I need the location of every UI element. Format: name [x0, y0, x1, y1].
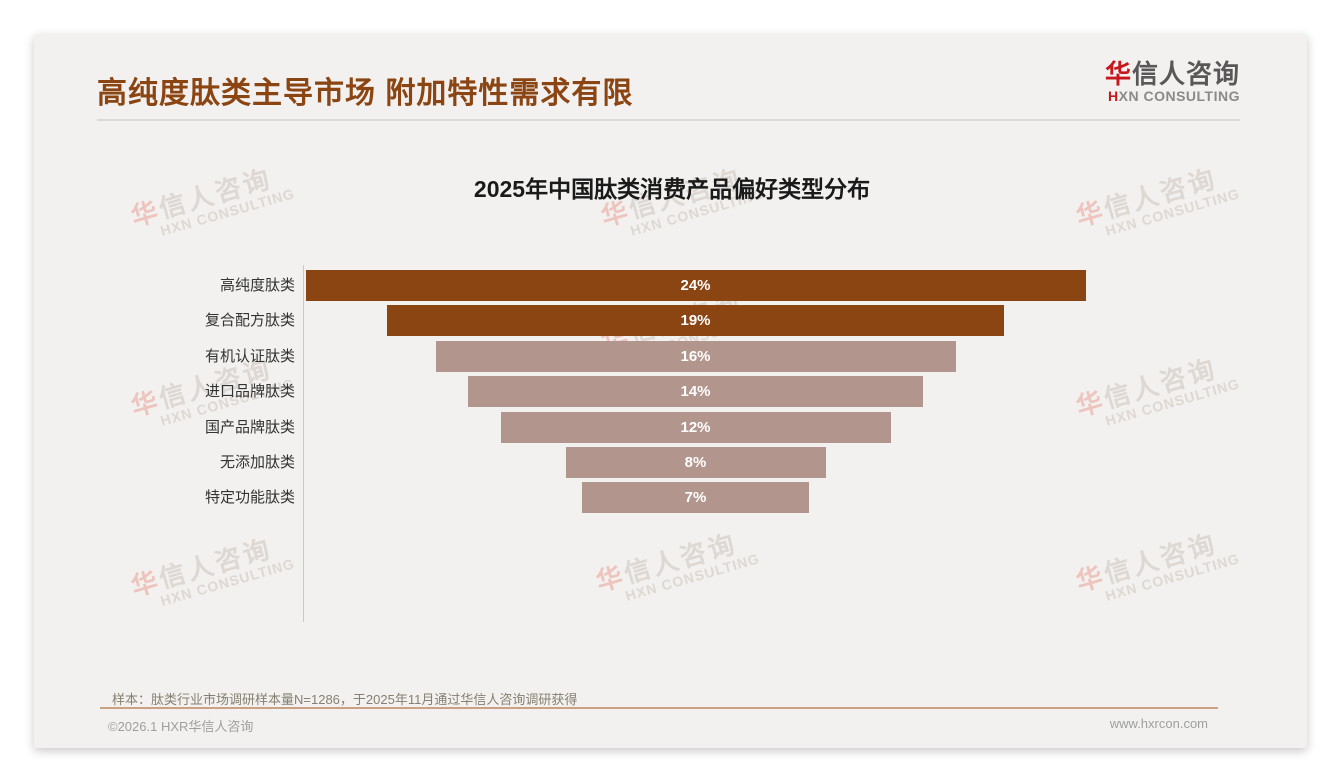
category-label: 特定功能肽类	[204, 489, 295, 506]
page-title: 高纯度肽类主导市场 附加特性需求有限	[97, 77, 634, 110]
bar-area: 8%	[303, 447, 1240, 478]
website-text: www.hxrcon.com	[1109, 716, 1208, 731]
bar-area: 24%	[303, 270, 1240, 301]
logo-en-first-char: H	[1108, 87, 1119, 104]
logo-chinese-text: 华信人咨询	[1105, 60, 1240, 89]
logo-english-text: HXN CONSULTING	[1105, 87, 1240, 104]
funnel-bar: 19%	[386, 305, 1005, 336]
bar-row: 进口品牌肽类 14%	[100, 376, 1240, 407]
category-label: 无添加肽类	[219, 454, 295, 471]
logo-en-rest: XN CONSULTING	[1118, 87, 1240, 104]
chart-axis-line	[303, 265, 304, 622]
bar-area: 16%	[303, 341, 1240, 372]
bar-value-label: 24%	[680, 277, 711, 294]
bar-area: 14%	[303, 376, 1240, 407]
bar-area: 7%	[303, 482, 1240, 513]
funnel-bar: 7%	[581, 482, 810, 513]
bar-value-label: 14%	[680, 383, 711, 400]
bar-row: 特定功能肽类 7%	[100, 482, 1240, 513]
bar-row: 有机认证肽类 16%	[100, 341, 1240, 372]
funnel-bar: 14%	[468, 376, 923, 407]
category-label: 高纯度肽类	[219, 277, 295, 294]
category-label: 有机认证肽类	[204, 348, 295, 365]
category-label: 复合配方肽类	[204, 312, 295, 329]
chart-title: 2025年中国肽类消费产品偏好类型分布	[473, 176, 871, 202]
funnel-bar: 24%	[305, 270, 1086, 301]
bar-value-label: 8%	[684, 454, 707, 471]
footer-divider-line	[100, 707, 1218, 709]
bar-row: 无添加肽类 8%	[100, 447, 1240, 478]
funnel-bar: 12%	[500, 412, 891, 443]
category-label: 进口品牌肽类	[204, 383, 295, 400]
copyright-text: ©2026.1 HXR华信人咨询	[108, 719, 254, 734]
bar-row: 国产品牌肽类 12%	[100, 412, 1240, 443]
bar-value-label: 16%	[680, 348, 711, 365]
funnel-bar: 16%	[435, 341, 956, 372]
logo-zh-rest: 信人咨询	[1131, 59, 1240, 89]
bar-row: 高纯度肽类 24%	[100, 270, 1240, 301]
category-label: 国产品牌肽类	[204, 419, 295, 436]
bar-value-label: 19%	[680, 312, 711, 329]
bar-area: 12%	[303, 412, 1240, 443]
header-divider-line	[97, 119, 1240, 121]
bar-row: 复合配方肽类 19%	[100, 305, 1240, 336]
company-logo: 华信人咨询 HXN CONSULTING	[1105, 60, 1240, 104]
bar-value-label: 7%	[684, 489, 707, 506]
funnel-bar: 8%	[565, 447, 826, 478]
bar-area: 19%	[303, 305, 1240, 336]
bar-value-label: 12%	[680, 419, 711, 436]
sample-footnote: 样本：肽类行业市场调研样本量N=1286，于2025年11月通过华信人咨询调研获…	[112, 692, 578, 707]
logo-zh-first-char: 华	[1104, 59, 1132, 89]
